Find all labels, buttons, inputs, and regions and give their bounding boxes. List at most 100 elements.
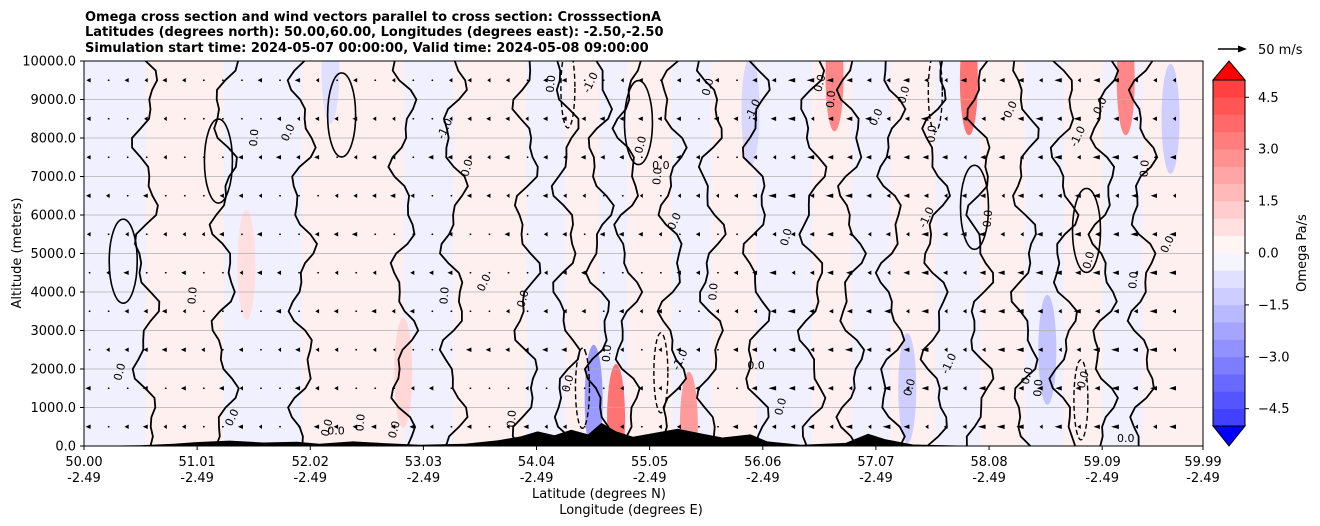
wind-vector xyxy=(962,270,967,275)
wind-vector xyxy=(543,155,548,160)
wind-vector xyxy=(1131,193,1138,198)
wind-vector xyxy=(997,270,1005,275)
wind-vector xyxy=(845,116,853,121)
wind-vector xyxy=(826,78,834,83)
wind-vector xyxy=(334,193,339,198)
contour-label: 0.0 xyxy=(772,396,789,416)
wind-vector xyxy=(639,193,643,198)
wind-vector xyxy=(1092,155,1100,160)
wind-vector xyxy=(884,309,891,314)
wind-vector xyxy=(488,233,491,236)
y-axis: 0.0 1000.0 2000.0 3000.0 4000.0 5000.0 6000.0 7… xyxy=(22,55,84,455)
wind-vector xyxy=(431,117,434,120)
wind-vector xyxy=(809,193,815,198)
wind-vector xyxy=(352,116,358,121)
wind-vector xyxy=(599,116,605,121)
contour-label: 0.0 xyxy=(437,286,451,305)
wind-vector xyxy=(486,116,491,121)
colorbar-segment xyxy=(1213,183,1245,202)
wind-vector xyxy=(829,424,834,429)
y-tick-label: 6000.0 xyxy=(31,209,77,224)
negative-contour xyxy=(653,332,669,414)
wind-vector xyxy=(126,194,129,197)
wind-vector xyxy=(827,116,834,121)
wind-vector xyxy=(543,232,548,237)
wind-vector xyxy=(1092,270,1100,275)
wind-vector xyxy=(996,424,1005,429)
wind-vector xyxy=(107,425,110,428)
wind-vector xyxy=(753,232,758,237)
x-tick-label-longitude: -2.49 xyxy=(972,471,1006,486)
wind-vector xyxy=(807,155,815,160)
wind-vector xyxy=(275,155,282,160)
wind-vector xyxy=(865,309,872,314)
negative-contour xyxy=(574,347,591,429)
contour-label: 0.0 xyxy=(925,125,939,144)
wind-vector xyxy=(352,424,358,429)
wind-vector xyxy=(982,347,986,352)
y-tick-label: 3000.0 xyxy=(31,324,77,339)
wind-vector xyxy=(768,193,777,198)
wind-vector xyxy=(752,193,758,198)
colorbar-segment xyxy=(1213,131,1245,150)
wind-vector xyxy=(715,193,719,198)
wind-vector xyxy=(525,386,529,391)
wind-vector xyxy=(488,310,491,313)
y-tick-label: 7000.0 xyxy=(31,170,77,185)
wind-vector xyxy=(355,310,358,313)
zero-contour xyxy=(695,61,727,446)
wind-vector xyxy=(1172,193,1176,198)
wind-vector xyxy=(1020,155,1024,160)
wind-vector xyxy=(488,387,491,390)
wind-vector xyxy=(1035,116,1043,121)
wind-vector xyxy=(126,387,129,390)
wind-vector xyxy=(903,155,910,160)
wind-vector xyxy=(1169,386,1176,391)
wind-vector xyxy=(428,155,434,160)
wind-vector xyxy=(602,387,605,390)
wind-vector xyxy=(237,424,243,429)
wind-vector xyxy=(736,233,738,236)
closed-contour xyxy=(1071,187,1102,274)
colorbar-segment xyxy=(1213,408,1245,427)
wind-vector xyxy=(1017,270,1024,275)
x-tick-label-latitude: 55.05 xyxy=(631,455,668,470)
closed-contour xyxy=(623,79,654,166)
wind-vector xyxy=(561,78,567,83)
wind-vector xyxy=(202,194,205,197)
wind-vector xyxy=(1000,232,1005,237)
wind-vector xyxy=(866,78,872,83)
wind-vector xyxy=(886,116,891,121)
wind-vector xyxy=(564,387,567,390)
wind-vector xyxy=(469,233,472,236)
wind-vector xyxy=(279,425,281,428)
x-tick-label-longitude: -2.49 xyxy=(520,471,554,486)
wind-vector xyxy=(903,347,910,352)
wind-vector xyxy=(239,386,243,391)
zero-contour xyxy=(1048,61,1080,446)
wind-vector xyxy=(371,155,377,160)
wind-vector xyxy=(1074,232,1081,237)
wind-vector xyxy=(334,347,339,352)
wind-vector xyxy=(182,309,186,314)
wind-vector xyxy=(450,387,453,390)
wind-vector xyxy=(1172,116,1176,121)
x-axis-label-longitude: Longitude (degrees E) xyxy=(559,503,703,518)
wind-vector xyxy=(279,194,281,197)
wind-vector xyxy=(107,310,110,313)
wind-vector xyxy=(465,347,472,352)
wind-vector xyxy=(790,424,796,429)
x-tick-label-latitude: 51.01 xyxy=(179,455,216,470)
zero-contour xyxy=(1010,61,1040,446)
wind-vector xyxy=(561,347,567,352)
wind-vector xyxy=(581,309,586,314)
x-tick-label-latitude: 54.04 xyxy=(518,455,555,470)
wind-vector xyxy=(145,271,148,274)
wind-vector xyxy=(845,424,853,429)
wind-vector xyxy=(1035,270,1043,275)
colorbar-segment xyxy=(1213,97,1245,115)
wind-vector xyxy=(867,270,872,275)
wind-vector xyxy=(582,193,586,198)
y-tick-label: 4000.0 xyxy=(31,286,77,301)
wind-vector xyxy=(1112,78,1119,83)
